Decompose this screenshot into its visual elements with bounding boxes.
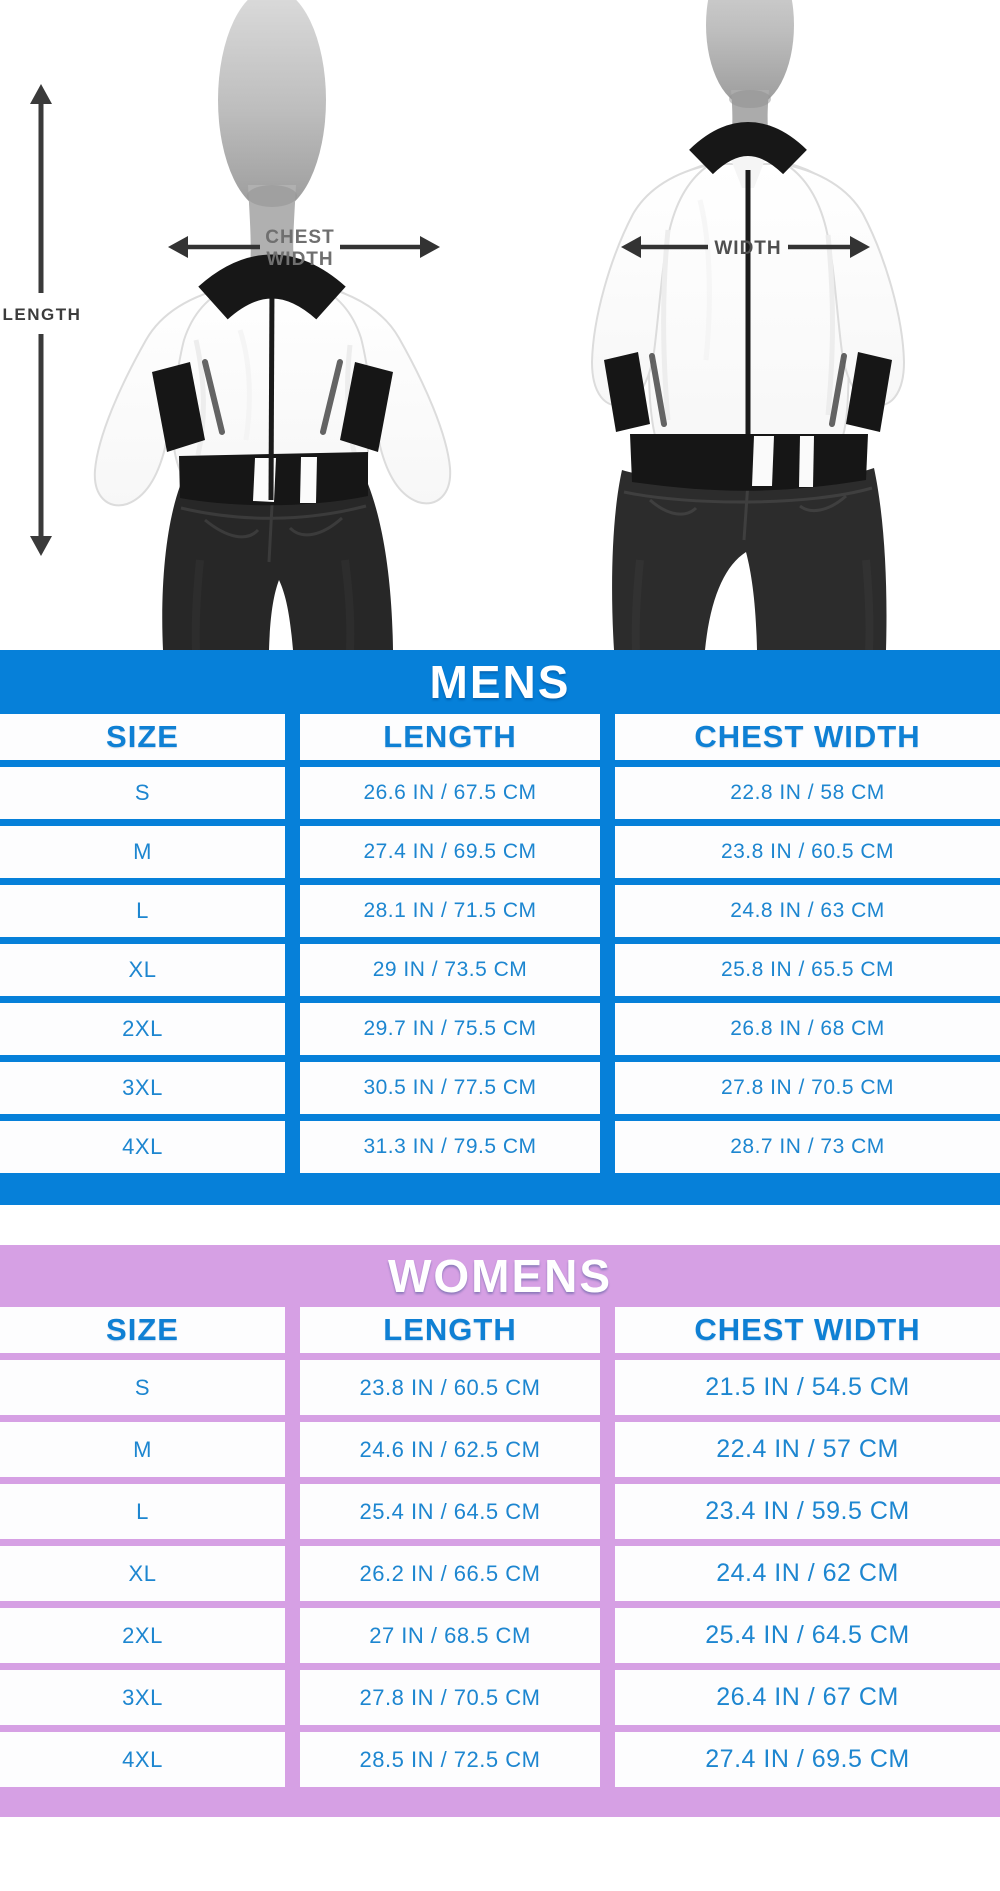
male-left-pocket: [202, 359, 225, 435]
female-head: [706, 0, 794, 107]
length-label: LENGTH: [3, 305, 82, 324]
mens-chest-label-line1: CHEST: [265, 227, 334, 248]
table-cell: 22.4 IN / 57 CM: [615, 1422, 1000, 1477]
mens-size-table: MENS SIZE LENGTH CHEST WIDTH S 26.6 IN /…: [0, 650, 1000, 1205]
male-jeans: [162, 484, 393, 650]
female-jeans: [612, 468, 887, 650]
table-cell: 25.4 IN / 64.5 CM: [300, 1484, 600, 1539]
mens-chest-label-line2: WIDTH: [266, 249, 333, 270]
male-fold-line: [237, 329, 252, 441]
male-head: [218, 0, 326, 212]
womens-width-arrow: [621, 236, 870, 258]
womens-width-label: WIDTH: [714, 238, 781, 259]
womens-header-length: LENGTH: [300, 1307, 600, 1353]
table-cell: 24.8 IN / 63 CM: [615, 885, 1000, 937]
mens-table-grid: SIZE LENGTH CHEST WIDTH S 26.6 IN / 67.5…: [0, 714, 1000, 1173]
table-cell: 22.8 IN / 58 CM: [615, 767, 1000, 819]
measurement-diagram: LENGTH CHEST WIDTH WIDTH: [0, 0, 1000, 650]
table-divider-gap: [0, 1205, 1000, 1245]
female-collar: [689, 122, 807, 175]
mens-table-title: MENS: [429, 656, 571, 708]
size-cell: 2XL: [0, 1608, 285, 1663]
table-cell: 24.6 IN / 62.5 CM: [300, 1422, 600, 1477]
table-cell: 27 IN / 68.5 CM: [300, 1608, 600, 1663]
size-cell: 3XL: [0, 1670, 285, 1725]
size-cell: S: [0, 767, 285, 819]
table-cell: 26.8 IN / 68 CM: [615, 1003, 1000, 1055]
table-cell: 27.8 IN / 70.5 CM: [300, 1670, 600, 1725]
size-cell: M: [0, 1422, 285, 1477]
male-chin-shadow: [247, 185, 297, 207]
arrow-left-icon: [168, 236, 188, 258]
female-right-cuff: [846, 352, 892, 432]
table-cell: 27.4 IN / 69.5 CM: [300, 826, 600, 878]
male-right-cuff: [340, 362, 393, 452]
table-cell: 24.4 IN / 62 CM: [615, 1546, 1000, 1601]
size-cell: 2XL: [0, 1003, 285, 1055]
table-cell: 28.5 IN / 72.5 CM: [300, 1732, 600, 1787]
male-right-pocket: [320, 359, 343, 435]
female-fold-line: [697, 199, 712, 361]
size-cell: L: [0, 885, 285, 937]
table-cell: 23.8 IN / 60.5 CM: [615, 826, 1000, 878]
womens-header-size: SIZE: [0, 1307, 285, 1353]
table-cell: 28.7 IN / 73 CM: [615, 1121, 1000, 1173]
arrow-up-icon: [30, 84, 52, 104]
size-cell: 3XL: [0, 1062, 285, 1114]
womens-table-title: WOMENS: [387, 1250, 613, 1302]
arrow-right-icon: [850, 236, 870, 258]
table-cell: 21.5 IN / 54.5 CM: [615, 1360, 1000, 1415]
female-fold-line: [661, 229, 671, 421]
female-waistband-slit: [752, 436, 774, 486]
size-cell: 4XL: [0, 1121, 285, 1173]
size-cell: XL: [0, 944, 285, 996]
table-cell: 26.6 IN / 67.5 CM: [300, 767, 600, 819]
mens-header-chest-width: CHEST WIDTH: [615, 714, 1000, 760]
mens-header-size: SIZE: [0, 714, 285, 760]
womens-size-table: WOMENS SIZE LENGTH CHEST WIDTH S 23.8 IN…: [0, 1245, 1000, 1817]
male-zipper: [268, 283, 275, 501]
table-cell: 23.4 IN / 59.5 CM: [615, 1484, 1000, 1539]
female-left-cuff: [604, 352, 650, 432]
mannequin-diagram-svg: LENGTH CHEST WIDTH WIDTH: [3, 0, 906, 650]
male-collar: [198, 254, 346, 320]
male-fold-line: [193, 339, 206, 456]
female-chin-shadow: [729, 90, 771, 108]
table-cell: 26.2 IN / 66.5 CM: [300, 1546, 600, 1601]
length-arrow: [30, 84, 52, 556]
table-cell: 23.8 IN / 60.5 CM: [300, 1360, 600, 1415]
size-cell: 4XL: [0, 1732, 285, 1787]
table-cell: 25.4 IN / 64.5 CM: [615, 1608, 1000, 1663]
mens-chest-width-arrow: [168, 236, 440, 258]
size-cell: XL: [0, 1546, 285, 1601]
table-cell: 28.1 IN / 71.5 CM: [300, 885, 600, 937]
female-waistband: [630, 434, 868, 491]
female-left-pocket: [649, 353, 667, 427]
male-waistband-slit: [300, 457, 317, 503]
table-cell: 25.8 IN / 65.5 CM: [615, 944, 1000, 996]
male-left-cuff: [152, 362, 205, 452]
female-right-pocket: [829, 353, 847, 427]
female-mannequin: [590, 0, 906, 650]
arrow-left-icon: [621, 236, 641, 258]
table-cell: 27.4 IN / 69.5 CM: [615, 1732, 1000, 1787]
womens-header-chest-width: CHEST WIDTH: [615, 1307, 1000, 1353]
size-cell: M: [0, 826, 285, 878]
mens-header-length: LENGTH: [300, 714, 600, 760]
table-cell: 26.4 IN / 67 CM: [615, 1670, 1000, 1725]
female-fold-line: [825, 234, 835, 416]
arrow-down-icon: [30, 536, 52, 556]
size-cell: S: [0, 1360, 285, 1415]
table-cell: 27.8 IN / 70.5 CM: [615, 1062, 1000, 1114]
table-cell: 30.5 IN / 77.5 CM: [300, 1062, 600, 1114]
female-waistband-slit: [799, 436, 814, 487]
table-cell: 29.7 IN / 75.5 CM: [300, 1003, 600, 1055]
size-cell: L: [0, 1484, 285, 1539]
womens-table-grid: SIZE LENGTH CHEST WIDTH S 23.8 IN / 60.5…: [0, 1307, 1000, 1787]
table-cell: 29 IN / 73.5 CM: [300, 944, 600, 996]
male-mannequin: [93, 0, 452, 650]
arrow-right-icon: [420, 236, 440, 258]
table-cell: 31.3 IN / 79.5 CM: [300, 1121, 600, 1173]
